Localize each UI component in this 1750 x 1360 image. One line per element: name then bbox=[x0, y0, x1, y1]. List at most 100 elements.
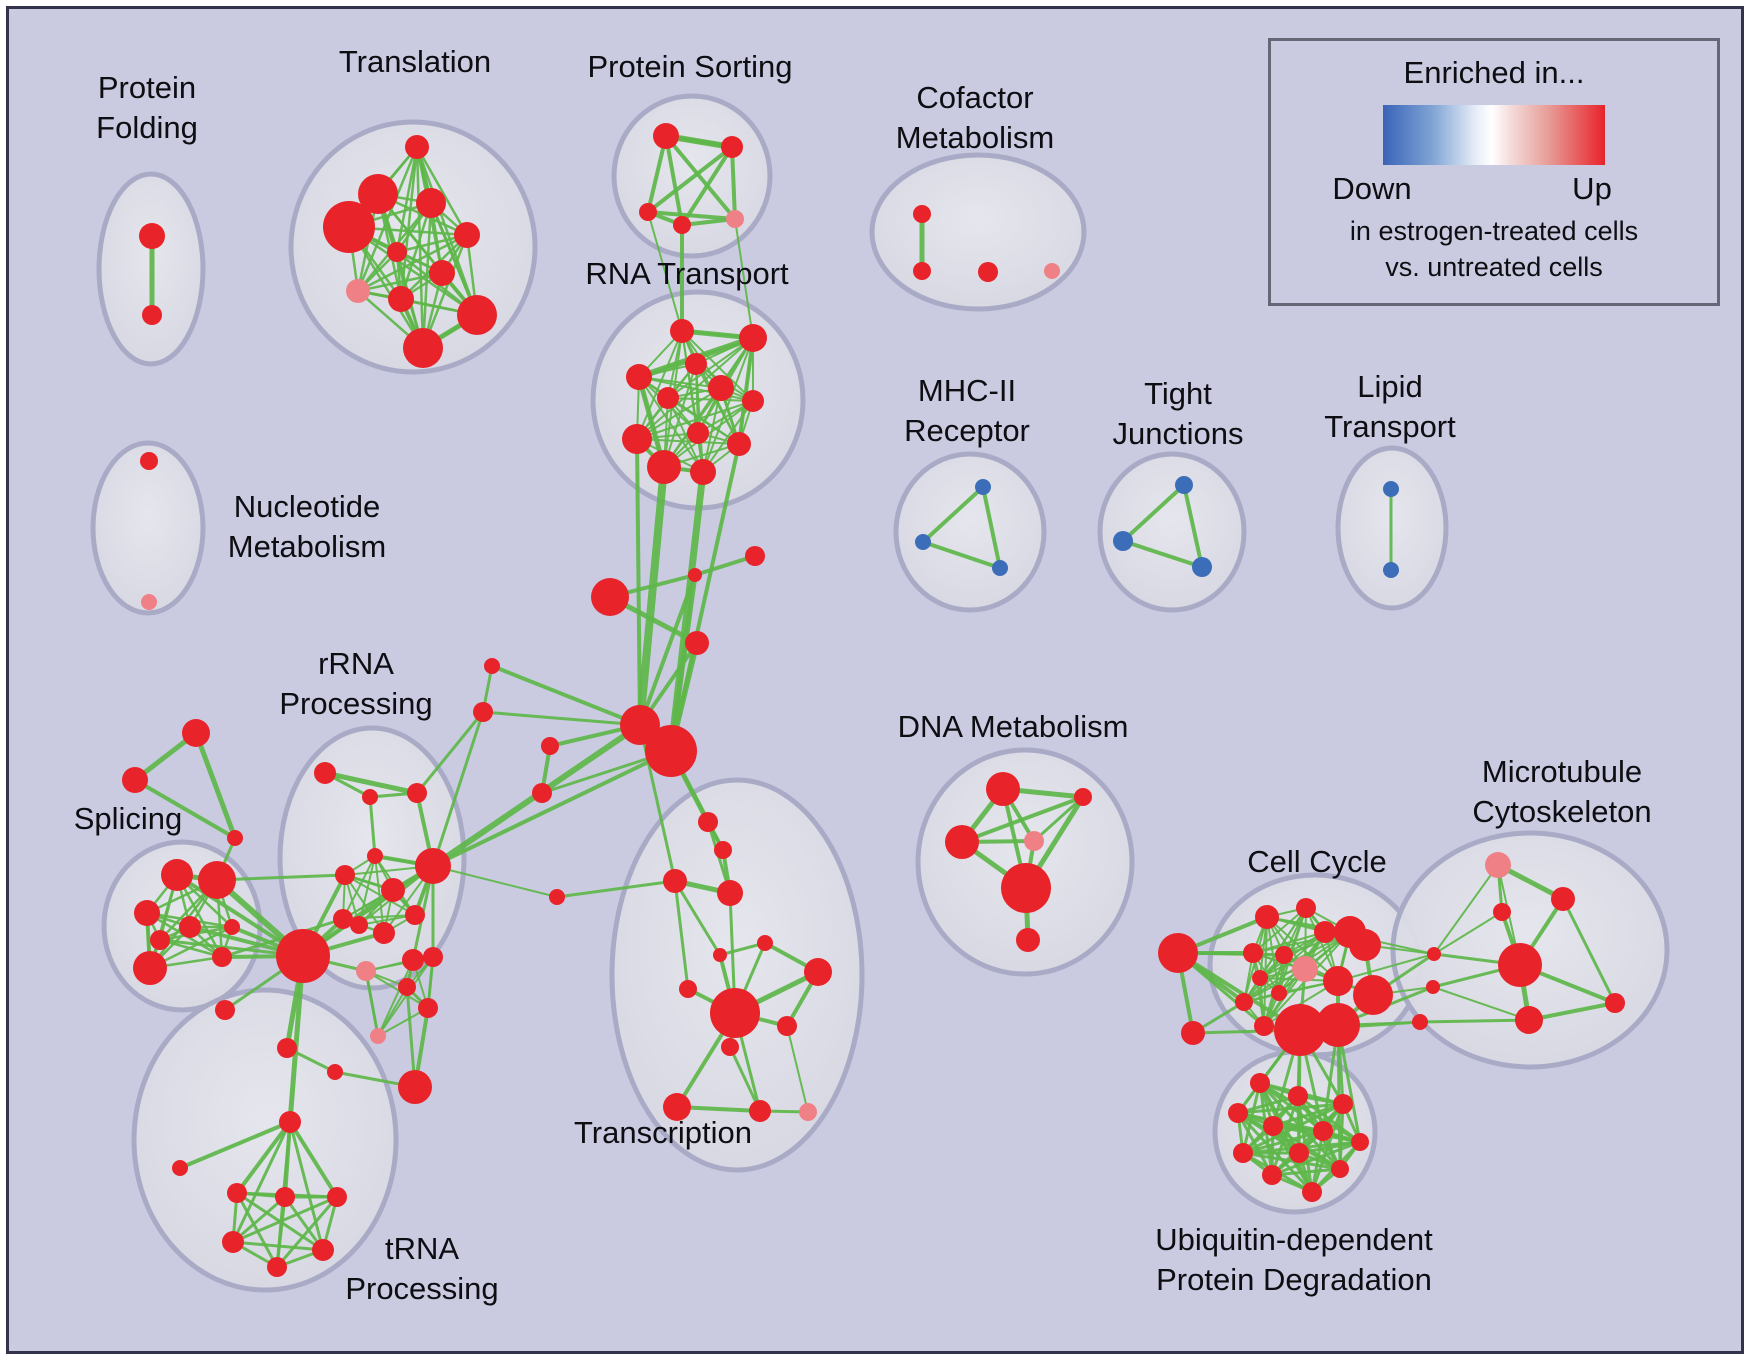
gene-set-node bbox=[749, 1100, 771, 1122]
gene-set-node bbox=[276, 929, 330, 983]
nodes-layer bbox=[122, 123, 1625, 1277]
gene-set-node bbox=[215, 1000, 235, 1020]
gene-set-node bbox=[279, 1111, 301, 1133]
edge bbox=[960, 795, 1085, 844]
gene-set-node bbox=[1192, 557, 1212, 577]
edge bbox=[693, 554, 757, 577]
gene-set-node bbox=[653, 123, 679, 149]
gene-set-node bbox=[405, 905, 425, 925]
gene-set-node bbox=[739, 324, 767, 352]
gene-set-node bbox=[473, 702, 493, 722]
gene-set-node bbox=[1331, 1160, 1349, 1178]
gene-set-node bbox=[1001, 863, 1051, 913]
gene-set-node bbox=[622, 424, 652, 454]
gene-set-node bbox=[346, 279, 370, 303]
gene-set-node bbox=[1235, 993, 1253, 1011]
edge bbox=[1236, 1094, 1300, 1115]
edge bbox=[737, 336, 755, 446]
gene-set-node bbox=[1255, 905, 1279, 929]
edge bbox=[981, 485, 1002, 570]
edge bbox=[1432, 986, 1530, 1021]
gene-set-node bbox=[1314, 921, 1336, 943]
edge bbox=[158, 938, 224, 959]
edge bbox=[288, 1120, 339, 1199]
gene-set-node bbox=[663, 1093, 691, 1121]
labels-layer: Protein Folding Translation Protein Sorting… bbox=[74, 44, 1652, 1306]
edge bbox=[235, 1120, 292, 1195]
gene-set-node bbox=[275, 1187, 295, 1207]
gene-set-node bbox=[314, 762, 336, 784]
cluster-label: Cofactor Metabolism bbox=[896, 80, 1055, 155]
edge bbox=[342, 855, 376, 920]
edge bbox=[215, 873, 347, 882]
gene-set-node bbox=[381, 878, 405, 902]
legend-gradient-bar bbox=[1383, 105, 1605, 165]
gene-set-node bbox=[975, 479, 991, 495]
edge bbox=[673, 879, 722, 957]
gene-set-node bbox=[992, 560, 1008, 576]
edge bbox=[1270, 1140, 1362, 1177]
gene-set-node bbox=[1289, 1143, 1309, 1163]
gene-set-node bbox=[1551, 887, 1575, 911]
edge bbox=[1182, 483, 1204, 569]
edge bbox=[1433, 911, 1503, 955]
cluster-label: rRNA Processing bbox=[279, 646, 432, 721]
legend-title: Enriched in... bbox=[1403, 55, 1585, 90]
gene-set-node bbox=[541, 737, 559, 755]
gene-set-node bbox=[1313, 1121, 1333, 1141]
cluster-label: Protein Sorting bbox=[587, 49, 792, 84]
gene-set-node bbox=[373, 922, 395, 944]
edge bbox=[1243, 931, 1326, 1003]
edge bbox=[344, 874, 385, 934]
gene-set-node bbox=[418, 998, 438, 1018]
edge bbox=[421, 233, 469, 350]
gene-set-node bbox=[150, 930, 170, 950]
gene-set-node bbox=[1316, 1003, 1360, 1047]
edge bbox=[786, 1025, 809, 1113]
edge bbox=[1241, 1129, 1325, 1155]
gene-set-node bbox=[140, 452, 158, 470]
gene-set-node bbox=[1383, 562, 1399, 578]
gene-set-node bbox=[549, 889, 565, 905]
gene-set-node bbox=[398, 1070, 432, 1104]
gene-set-node bbox=[1288, 1086, 1308, 1106]
gene-set-node bbox=[405, 135, 429, 159]
gene-set-node bbox=[647, 450, 681, 484]
gene-set-node bbox=[591, 578, 629, 616]
gene-set-node bbox=[717, 880, 743, 906]
gene-set-node bbox=[714, 841, 732, 859]
edge bbox=[429, 201, 479, 317]
edge bbox=[481, 710, 642, 727]
edge bbox=[728, 1045, 762, 1113]
legend-caption-line1: in estrogen-treated cells bbox=[1349, 216, 1639, 246]
gene-set-node bbox=[267, 1257, 287, 1277]
gene-set-node bbox=[423, 947, 443, 967]
edge bbox=[344, 874, 416, 916]
edge bbox=[636, 387, 722, 440]
gene-set-node bbox=[333, 909, 353, 929]
gene-set-node bbox=[1263, 1116, 1283, 1136]
edge bbox=[646, 145, 734, 214]
edge bbox=[1259, 931, 1351, 979]
cluster-label: RNA Transport bbox=[585, 256, 789, 291]
gene-set-node bbox=[1274, 1004, 1326, 1056]
gene-set-node bbox=[1353, 975, 1393, 1015]
gene-set-node bbox=[1252, 970, 1268, 986]
gene-set-node bbox=[429, 260, 455, 286]
gene-set-node bbox=[1175, 476, 1193, 494]
edge bbox=[702, 387, 722, 473]
edge bbox=[730, 145, 737, 221]
gene-set-node bbox=[663, 869, 687, 893]
gene-set-node bbox=[122, 767, 148, 793]
edge bbox=[287, 953, 306, 1125]
gene-set-node bbox=[710, 988, 760, 1038]
edge bbox=[415, 145, 469, 237]
gene-set-node bbox=[172, 1160, 188, 1176]
gene-set-node bbox=[327, 1187, 347, 1207]
edge bbox=[680, 145, 734, 227]
gene-set-node bbox=[799, 1103, 817, 1121]
edge bbox=[681, 330, 754, 402]
edge bbox=[555, 879, 677, 899]
gene-set-node bbox=[415, 848, 451, 884]
gene-set-node bbox=[407, 783, 427, 803]
